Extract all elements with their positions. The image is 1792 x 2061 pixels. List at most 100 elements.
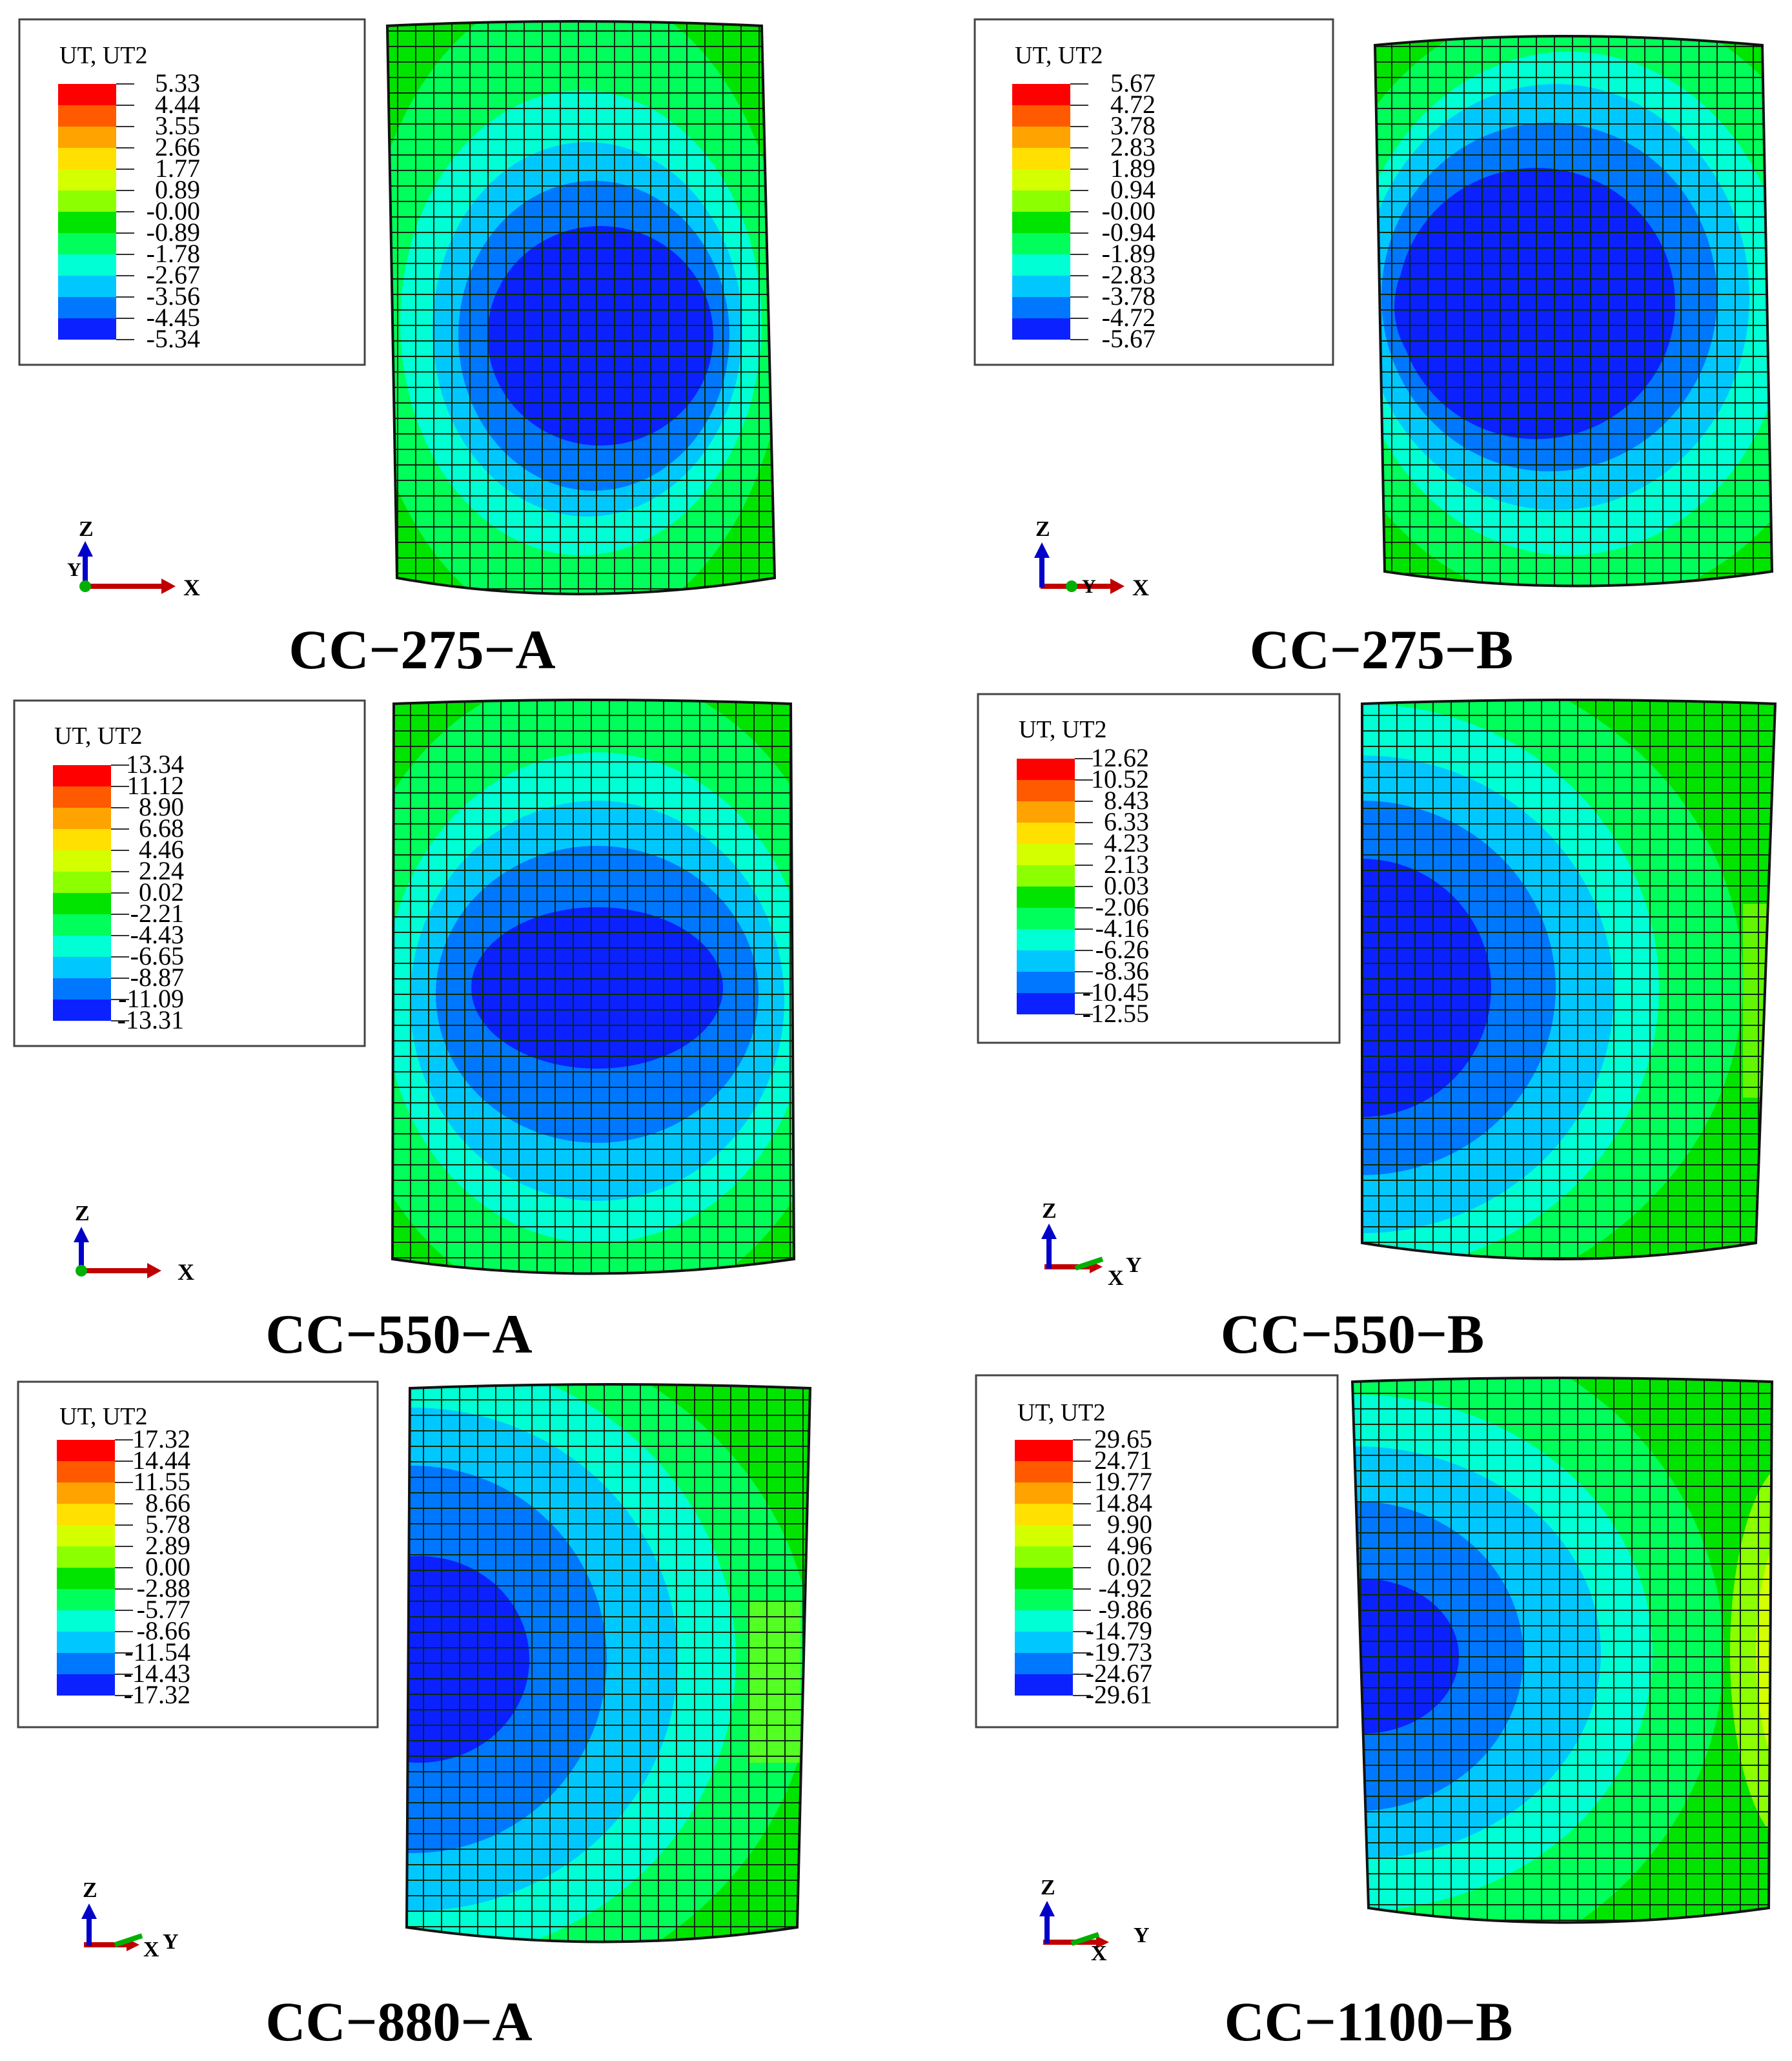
axis-y-label: Y — [1126, 1253, 1142, 1277]
legend-swatch — [1012, 318, 1070, 340]
legend-swatch — [1012, 190, 1070, 212]
legend-value: -4.45 — [147, 303, 200, 332]
legend-value: 2.13 — [1104, 850, 1149, 879]
legend-color-bar — [1015, 1439, 1091, 1696]
legend-value: 2.24 — [139, 856, 184, 885]
legend-value: -1.89 — [1102, 239, 1156, 268]
panel-cc-275-b: UT, UT2 5.674.723.782.831.890.94-0.00-0.… — [973, 18, 1774, 681]
legend-value: -4.43 — [130, 920, 184, 949]
axis-triad: Z Y X — [1041, 1199, 1142, 1290]
legend-value: 4.46 — [139, 835, 184, 864]
legend-swatch — [1012, 297, 1070, 318]
legend-value: 2.89 — [145, 1531, 190, 1560]
legend-value: -0.89 — [147, 218, 200, 247]
legend-swatch — [1012, 212, 1070, 233]
panel-cc-275-a: UT, UT2 5.334.443.552.661.770.89-0.00-0.… — [18, 18, 777, 681]
mesh-grid — [1375, 36, 1772, 586]
legend-swatch — [53, 765, 111, 786]
legend-value: -4.92 — [1099, 1574, 1152, 1603]
axis-x-label: X — [1091, 1942, 1107, 1965]
legend-value: 11.12 — [127, 771, 184, 800]
legend-value: 24.71 — [1094, 1446, 1152, 1475]
panel-caption: CC−880−A — [265, 1991, 532, 2053]
legend-value: 4.23 — [1104, 828, 1149, 857]
legend-swatch — [1017, 929, 1075, 950]
legend-color-bar — [53, 764, 129, 1021]
legend-value: -8.36 — [1095, 956, 1149, 985]
legend-value: -5.77 — [137, 1595, 190, 1624]
legend-swatch — [1015, 1610, 1073, 1632]
panel-cc-550-b: UT, UT2 12.6210.528.436.334.232.130.03-2… — [977, 693, 1777, 1365]
legend-swatch — [58, 169, 116, 190]
legend-swatch — [53, 957, 111, 978]
legend-swatch — [1012, 254, 1070, 276]
legend-swatch — [57, 1525, 115, 1546]
axis-y-label: Y — [1134, 1923, 1150, 1947]
panel-caption: CC−550−B — [1221, 1303, 1485, 1365]
legend-value: -4.72 — [1102, 303, 1156, 332]
legend-swatch — [1017, 844, 1075, 865]
legend-swatch — [1015, 1546, 1073, 1568]
legend-value: 17.32 — [132, 1424, 190, 1453]
legend-value: 8.43 — [1104, 786, 1149, 815]
legend-value: -12.55 — [1083, 999, 1149, 1028]
legend-value: -14.79 — [1086, 1616, 1152, 1645]
axis-triad: Z Y X — [1039, 1876, 1150, 1965]
legend-value: 8.90 — [139, 792, 184, 821]
legend-value: -19.73 — [1086, 1637, 1152, 1666]
legend-value: -3.78 — [1102, 282, 1156, 311]
legend-value: 0.03 — [1104, 871, 1149, 900]
legend-swatch — [58, 190, 116, 212]
legend-swatch — [58, 276, 116, 297]
legend-color-bar — [1012, 83, 1088, 340]
axis-y-label: Y — [163, 1930, 179, 1954]
legend-swatch — [1017, 801, 1075, 823]
legend-box: UT, UT2 5.674.723.782.831.890.94-0.00-0.… — [973, 18, 1334, 366]
legend-value: 5.67 — [1110, 68, 1156, 97]
axis-y-label: Y — [1082, 576, 1096, 597]
axis-triad: Z X — [74, 1202, 194, 1285]
panel-cc-550-a: UT, UT2 13.3411.128.906.684.462.240.02-2… — [13, 699, 796, 1365]
legend-swatch — [57, 1440, 115, 1461]
legend-swatch — [57, 1632, 115, 1653]
legend-swatch — [53, 914, 111, 936]
legend-box: UT, UT2 29.6524.7119.7714.849.904.960.02… — [975, 1374, 1339, 1728]
legend-value: 11.55 — [133, 1467, 190, 1496]
legend-swatch — [57, 1546, 115, 1568]
legend-swatch — [1017, 823, 1075, 844]
legend-values: 5.334.443.552.661.770.89-0.00-0.89-1.78-… — [147, 68, 200, 353]
legend-value: 2.66 — [155, 132, 200, 161]
legend-swatch — [1017, 759, 1075, 780]
axis-triad: Z X Y — [81, 1878, 179, 1962]
legend-swatch — [1015, 1568, 1073, 1589]
panel-cc-1100-b: UT, UT2 29.6524.7119.7714.849.904.960.02… — [975, 1374, 1774, 2053]
axis-z-label: Z — [75, 1202, 90, 1225]
axis-x-label: X — [143, 1938, 159, 1962]
legend-swatch — [1015, 1674, 1073, 1696]
axis-x-label: X — [1108, 1266, 1124, 1290]
legend-swatch — [1012, 148, 1070, 169]
legend-values: 12.6210.528.436.334.232.130.03-2.06-4.16… — [1083, 743, 1149, 1028]
legend-color-bar — [58, 83, 134, 340]
axis-x-label: X — [1132, 575, 1149, 600]
legend-value: 13.34 — [126, 750, 184, 779]
legend-box: UT, UT2 13.3411.128.906.684.462.240.02-2… — [13, 699, 366, 1047]
axis-triad: Z Y X — [1034, 517, 1149, 600]
legend-swatch — [1017, 780, 1075, 801]
mesh-grid — [407, 1384, 810, 1942]
legend-value: 3.78 — [1110, 111, 1156, 140]
legend-swatch — [57, 1461, 115, 1482]
legend-swatch — [1012, 105, 1070, 127]
legend-value: 0.02 — [139, 877, 184, 907]
legend-value: 5.78 — [145, 1510, 190, 1539]
mesh-grid — [387, 21, 775, 594]
legend-value: -14.43 — [124, 1659, 190, 1688]
legend-swatch — [1015, 1461, 1073, 1482]
legend-value: -11.09 — [118, 984, 184, 1013]
axis-z-label: Z — [1042, 1199, 1057, 1223]
panel-caption: CC−275−A — [289, 619, 555, 681]
legend-value: 2.83 — [1110, 132, 1156, 161]
legend-value: 5.33 — [155, 68, 200, 97]
legend-swatch — [53, 850, 111, 872]
legend-value: 14.84 — [1094, 1488, 1152, 1517]
